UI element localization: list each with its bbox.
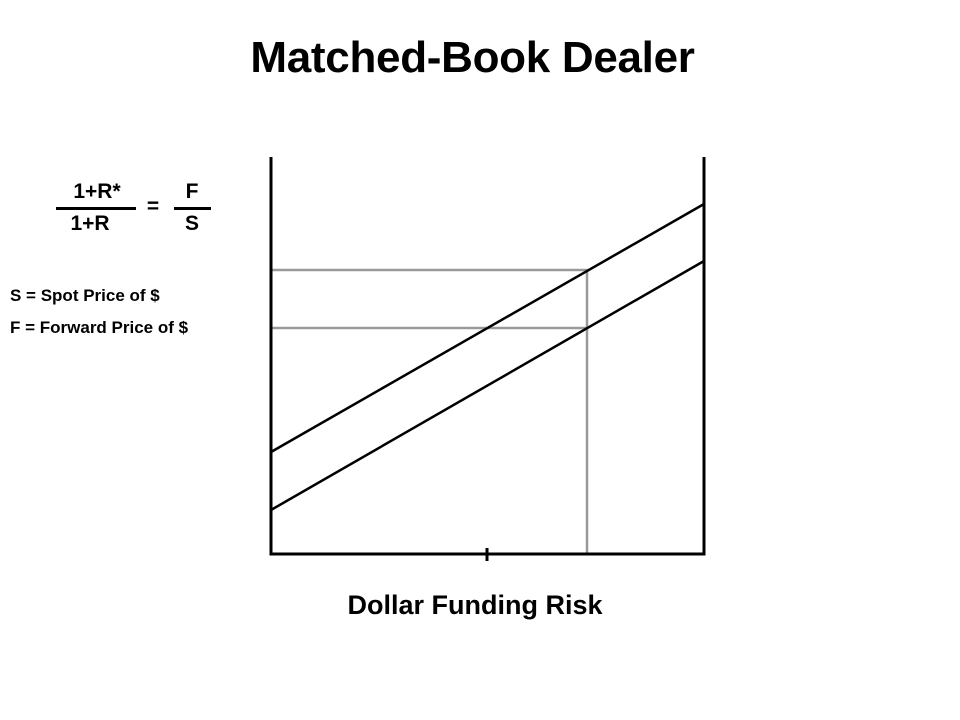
equation-right-numerator: F	[185, 180, 199, 203]
equation-right-fraction-bar	[174, 207, 211, 210]
slide-title: Matched-Book Dealer	[250, 33, 695, 82]
equation-equals-sign: =	[146, 195, 160, 218]
x-axis-label: Dollar Funding Risk	[347, 590, 603, 620]
spot-price-definition: S = Spot Price of $	[10, 286, 160, 305]
upper-diagonal-line	[270, 202, 705, 454]
forward-price-definition: F = Forward Price of $	[10, 318, 189, 337]
equation-left-denominator: 1+R	[70, 212, 110, 235]
lower-diagonal-line	[270, 259, 705, 512]
equation-left-fraction-bar	[56, 207, 136, 210]
equation-right-denominator: S	[184, 212, 199, 235]
equation-left-numerator: 1+R*	[73, 180, 121, 203]
